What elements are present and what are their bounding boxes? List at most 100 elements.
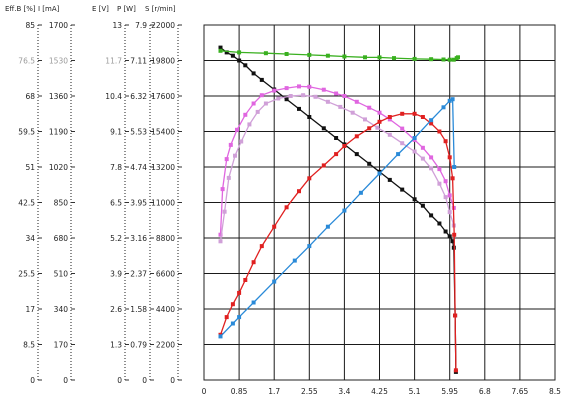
data-point	[452, 232, 457, 237]
data-point	[447, 98, 452, 103]
tick-label: 76.5	[18, 57, 35, 66]
data-point	[325, 53, 330, 58]
data-point	[218, 45, 223, 50]
tick-label: 170	[54, 341, 69, 350]
tick-label: 13	[112, 21, 122, 30]
data-point	[334, 136, 339, 140]
tick-label: 13200	[151, 163, 175, 172]
data-point	[450, 97, 455, 102]
data-point	[443, 179, 448, 184]
data-point	[443, 139, 448, 144]
data-point	[247, 122, 252, 127]
tick-label: 19800	[151, 57, 175, 66]
tick-label: 1.3	[110, 341, 122, 350]
data-point	[437, 129, 442, 134]
tick-label: 2200	[156, 341, 175, 350]
data-point	[420, 203, 425, 208]
data-point	[387, 117, 392, 122]
data-point	[377, 110, 382, 115]
tick-label: 0	[30, 376, 35, 385]
data-point	[342, 144, 347, 148]
axis-s: S [r/min]2200019800176001540013200110008…	[145, 5, 182, 385]
data-point	[226, 175, 231, 180]
series-1	[218, 48, 460, 62]
data-point	[284, 52, 289, 56]
data-point	[367, 105, 372, 110]
series-4	[218, 111, 458, 373]
data-point	[235, 127, 239, 132]
data-point	[243, 278, 248, 282]
tick-label: 59.5	[18, 128, 35, 137]
data-point	[307, 115, 312, 119]
data-point	[292, 258, 297, 263]
data-point	[218, 334, 223, 339]
axis-e: E [V]13 11.7 10.4 9.1 7.8 6.5 5.2 3.9 2.6 1.3 0	[92, 5, 129, 385]
data-point	[400, 111, 405, 116]
data-point	[301, 93, 306, 98]
x-tick-label: 7.65	[512, 387, 529, 396]
data-point	[375, 125, 380, 130]
data-point	[233, 153, 237, 158]
data-point	[272, 88, 277, 93]
tick-label: 25.5	[18, 270, 35, 279]
tick-label: 4.74	[130, 163, 147, 172]
tick-label: 6.32	[130, 92, 147, 101]
axis-label: P [W]	[117, 5, 136, 13]
data-point	[243, 112, 248, 117]
tick-label: 7.11	[130, 57, 147, 66]
data-point	[325, 224, 330, 229]
data-point	[338, 104, 343, 109]
series-0	[218, 45, 458, 374]
data-point	[334, 91, 339, 96]
data-point	[363, 55, 367, 60]
data-point	[297, 106, 301, 111]
axis-label: Eff.B [%]	[5, 5, 36, 13]
data-point	[437, 221, 442, 226]
data-point	[334, 152, 339, 157]
data-point	[259, 77, 264, 82]
data-point	[307, 84, 312, 89]
data-point	[412, 149, 417, 154]
tick-label: 7.9	[135, 21, 147, 30]
data-point	[321, 87, 326, 92]
data-point	[218, 232, 223, 237]
tick-label: 51	[25, 163, 35, 172]
data-point	[387, 115, 392, 119]
data-point	[263, 51, 268, 56]
data-point	[297, 189, 301, 194]
tick-label: 42.5	[18, 199, 35, 208]
data-point	[447, 210, 452, 215]
data-point	[342, 208, 347, 213]
data-point	[387, 177, 392, 182]
data-point	[367, 126, 372, 131]
data-point	[284, 97, 289, 102]
data-point	[297, 84, 301, 89]
tick-label: 3.9	[110, 270, 122, 279]
plot-grid	[203, 24, 556, 381]
data-point	[237, 50, 242, 55]
tick-label: 5.2	[110, 234, 122, 243]
series-5	[218, 97, 457, 339]
data-point	[363, 117, 367, 122]
data-point	[447, 234, 452, 239]
data-point	[230, 302, 235, 307]
tick-label: 5.53	[130, 128, 147, 137]
tick-label: 8800	[156, 234, 175, 243]
data-point	[251, 300, 256, 305]
data-point	[412, 136, 417, 140]
data-point	[443, 195, 448, 200]
data-point	[263, 101, 268, 106]
series-line	[219, 94, 455, 242]
series-line	[219, 113, 457, 371]
tick-label: 3.16	[130, 234, 147, 243]
data-point	[307, 176, 312, 181]
series-2	[218, 84, 456, 237]
data-point	[377, 119, 382, 124]
value-axes: Eff.B [%] 85 76.5 68 59.5 51 42.5 34 25.5 17 8.5 0 I…	[5, 5, 182, 385]
data-point	[392, 56, 396, 61]
data-point	[284, 205, 289, 210]
tick-label: 0	[142, 376, 147, 385]
tick-label: 17	[25, 305, 35, 314]
tick-label: 68	[25, 92, 35, 101]
data-point	[441, 57, 446, 62]
